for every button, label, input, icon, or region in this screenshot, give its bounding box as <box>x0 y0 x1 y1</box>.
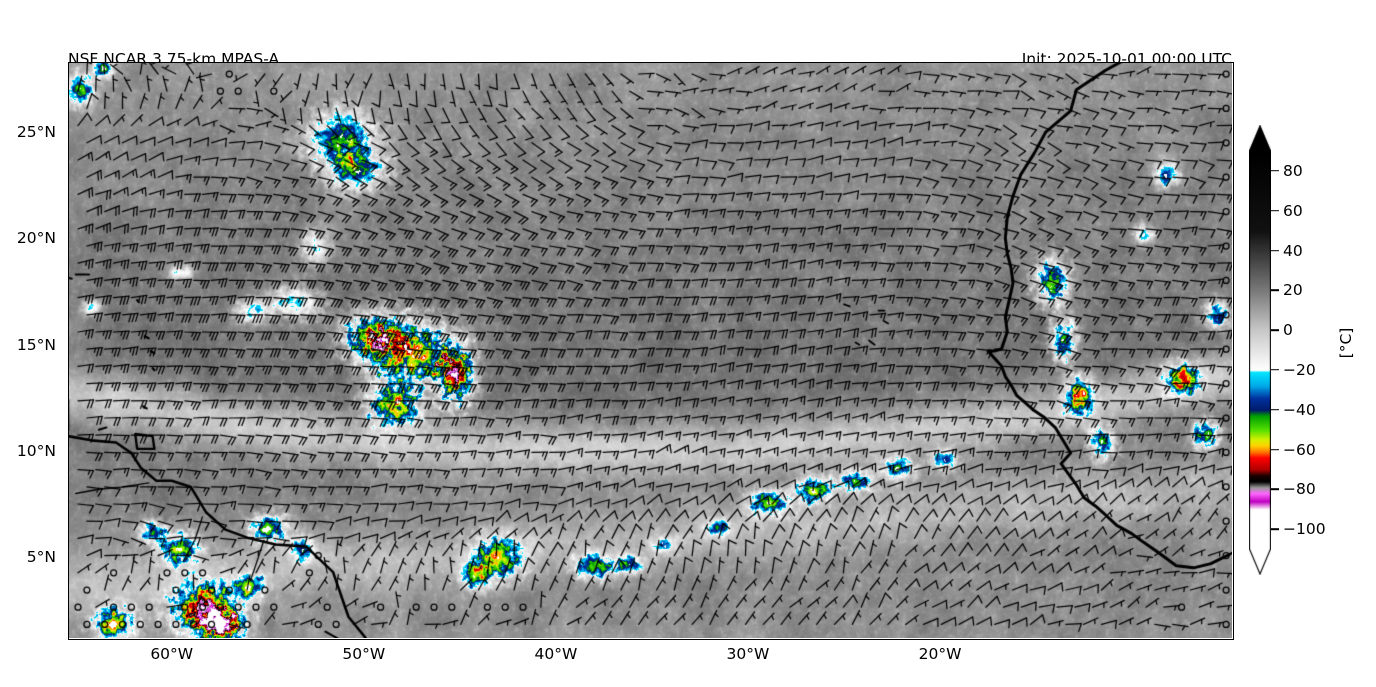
colorbar-tick-label: 60 <box>1283 201 1303 220</box>
colorbar-tick-label: −80 <box>1283 480 1316 499</box>
colorbar-tick-mark <box>1271 448 1279 451</box>
colorbar-tick-mark <box>1271 408 1279 411</box>
colorbar-axis-label: [°C] <box>1337 327 1355 359</box>
wind-barb-overlay <box>68 62 1232 638</box>
colorbar-tick-mark <box>1271 170 1279 172</box>
latitude-tick-label: 25°N <box>16 123 56 142</box>
colorbar-tick-label: −60 <box>1283 440 1316 459</box>
colorbar-tick-label: −40 <box>1283 400 1316 419</box>
latitude-tick-label: 10°N <box>16 441 56 460</box>
colorbar-tick-mark <box>1271 488 1279 491</box>
map-plot-area[interactable] <box>68 62 1232 638</box>
longitude-axis: 60°W 50°W 40°W 30°W 20°W <box>0 645 1376 673</box>
longitude-tick-label: 50°W <box>342 645 386 663</box>
colorbar-gradient <box>1249 125 1271 575</box>
colorbar-tick-label: 80 <box>1283 161 1303 180</box>
latitude-tick-label: 5°N <box>26 548 56 567</box>
colorbar-tick-mark <box>1271 289 1279 292</box>
colorbar-tick-label: −100 <box>1283 520 1326 539</box>
colorbar-tick-label: −20 <box>1283 360 1316 379</box>
longitude-tick-label: 40°W <box>534 645 578 663</box>
colorbar[interactable] <box>1249 125 1271 575</box>
colorbar-tick-label: 40 <box>1283 241 1303 260</box>
latitude-tick-label: 15°N <box>16 335 56 354</box>
colorbar-tick-mark <box>1271 369 1279 371</box>
colorbar-tick-mark <box>1271 249 1279 252</box>
colorbar-tick-mark <box>1271 329 1279 331</box>
latitude-tick-label: 20°N <box>16 229 56 248</box>
longitude-tick-label: 60°W <box>150 645 194 663</box>
colorbar-tick-label: 20 <box>1283 281 1303 300</box>
longitude-tick-label: 20°W <box>918 645 962 663</box>
colorbar-tick-mark <box>1271 209 1279 212</box>
colorbar-tick-mark <box>1271 528 1279 530</box>
longitude-tick-label: 30°W <box>726 645 770 663</box>
colorbar-tick-label: 0 <box>1283 321 1293 340</box>
